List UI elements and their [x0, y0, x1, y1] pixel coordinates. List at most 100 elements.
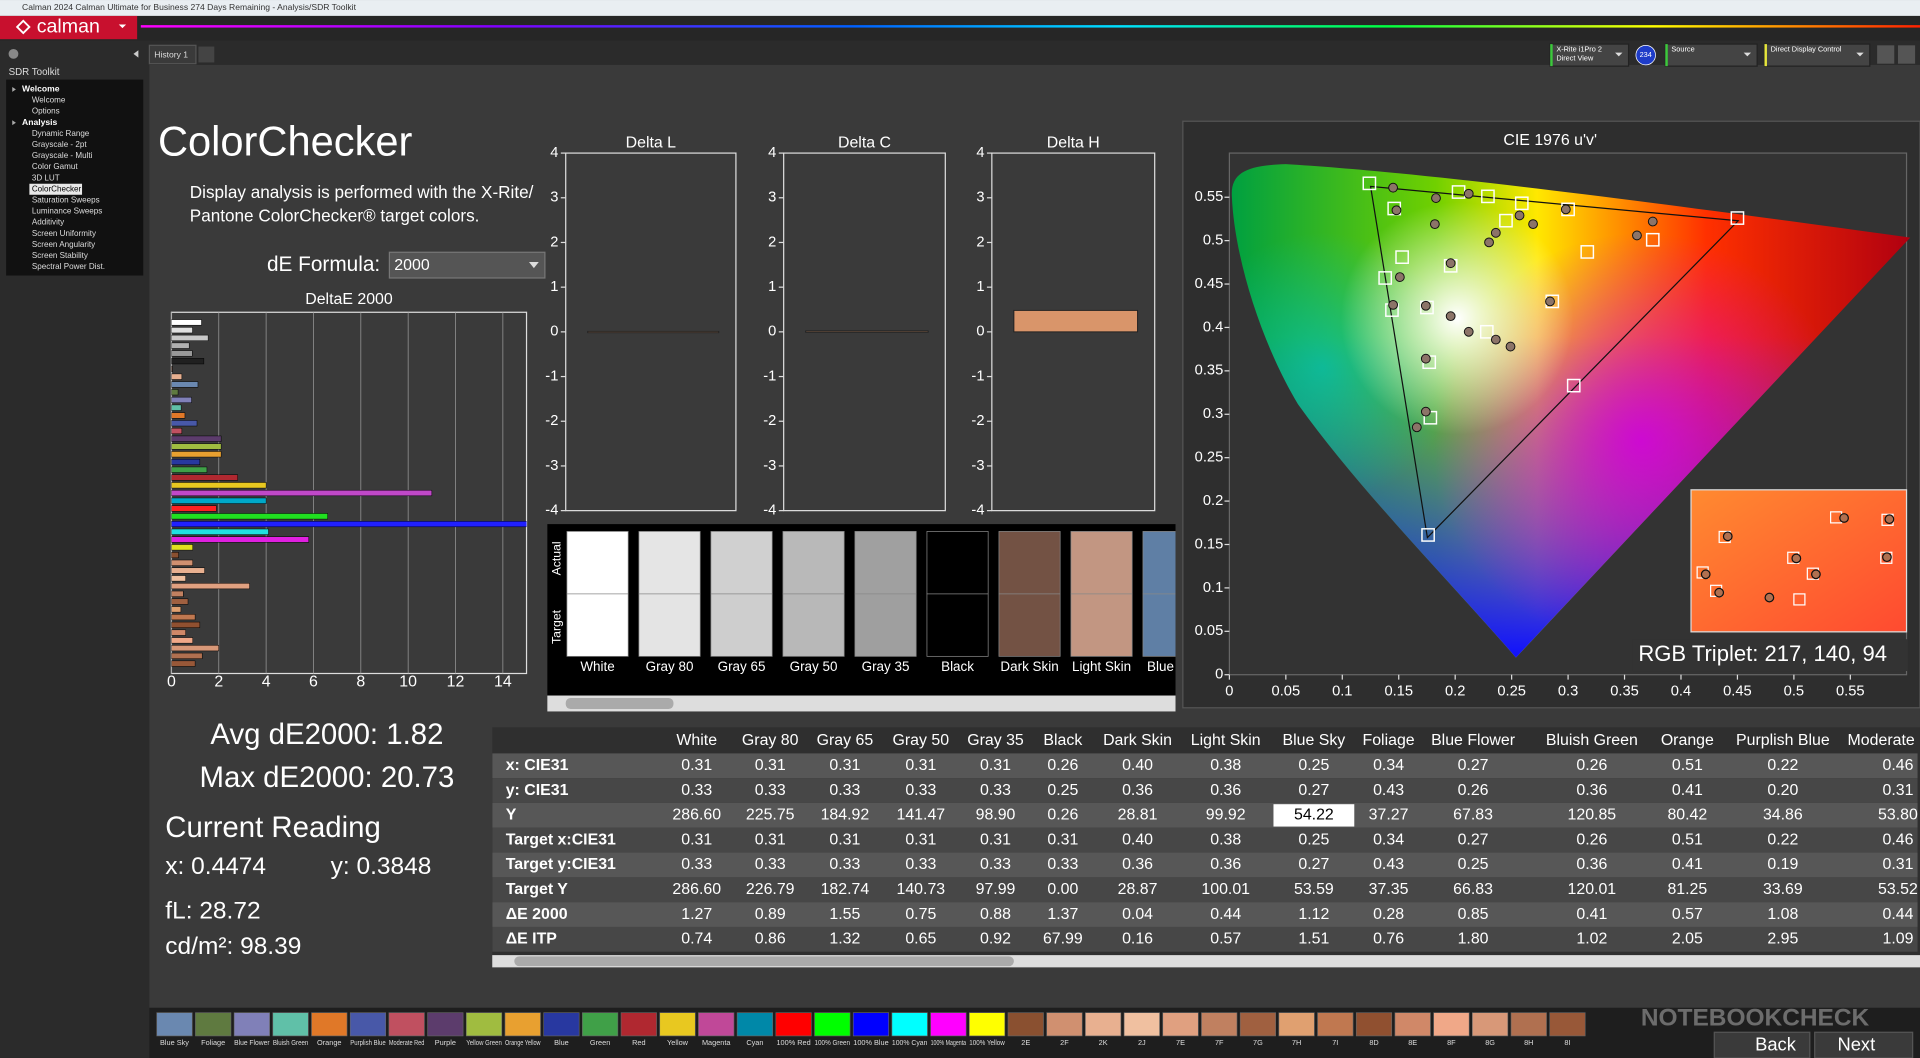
patch[interactable] — [1085, 1012, 1122, 1037]
patch[interactable] — [195, 1012, 232, 1037]
table-cell[interactable]: 0.33 — [980, 782, 1011, 799]
table-cell[interactable]: 2.95 — [1767, 931, 1798, 948]
table-cell[interactable]: 0.75 — [905, 906, 936, 923]
patch[interactable] — [272, 1012, 309, 1037]
patch[interactable] — [233, 1012, 270, 1037]
table-cell[interactable]: 1.08 — [1767, 906, 1798, 923]
sidebar-item[interactable]: Color Gamut — [32, 162, 79, 171]
table-cell[interactable]: 0.31 — [681, 831, 712, 848]
table-cell[interactable]: 37.35 — [1369, 881, 1409, 898]
table-cell[interactable]: 98.90 — [976, 807, 1016, 824]
table-cell[interactable]: 0.31 — [1882, 782, 1913, 799]
table-cell[interactable]: 0.33 — [681, 782, 712, 799]
table-cell[interactable]: 120.01 — [1568, 881, 1617, 898]
table-cell[interactable]: 1.51 — [1298, 931, 1329, 948]
settings-button[interactable] — [1877, 45, 1895, 64]
table-cell[interactable]: 81.25 — [1667, 881, 1707, 898]
table-cell[interactable]: 0.34 — [1373, 831, 1404, 848]
patch[interactable] — [1549, 1012, 1586, 1037]
table-cell[interactable]: 0.65 — [905, 931, 936, 948]
table-cell[interactable]: 0.44 — [1210, 906, 1241, 923]
table-cell[interactable]: 1.32 — [829, 931, 860, 948]
patch[interactable] — [698, 1012, 735, 1037]
tab-add[interactable] — [198, 46, 215, 63]
patch[interactable] — [388, 1012, 425, 1037]
table-cell[interactable]: 0.20 — [1767, 782, 1798, 799]
table-cell[interactable]: 28.81 — [1118, 807, 1158, 824]
patch[interactable] — [543, 1012, 580, 1037]
table-cell[interactable]: 0.22 — [1767, 757, 1798, 774]
patch[interactable] — [736, 1012, 773, 1037]
patch[interactable] — [1394, 1012, 1431, 1037]
table-cell[interactable]: 0.25 — [1047, 782, 1078, 799]
table-cell[interactable]: 0.31 — [1882, 856, 1913, 873]
patch[interactable] — [1278, 1012, 1315, 1037]
patch[interactable] — [1123, 1012, 1160, 1037]
sidebar-item[interactable]: Welcome — [32, 96, 66, 105]
table-cell[interactable]: 0.33 — [681, 856, 712, 873]
patch[interactable] — [930, 1012, 967, 1037]
patch[interactable] — [1510, 1012, 1547, 1037]
table-cell[interactable]: 225.75 — [746, 807, 795, 824]
patch[interactable] — [891, 1012, 928, 1037]
table-cell[interactable]: 0.33 — [905, 856, 936, 873]
sidebar-item[interactable]: Dynamic Range — [32, 129, 90, 138]
table-cell[interactable]: 0.51 — [1672, 831, 1703, 848]
table-cell[interactable]: 0.34 — [1373, 757, 1404, 774]
table-cell[interactable]: 53.52 — [1878, 881, 1918, 898]
sidebar-item[interactable]: Luminance Sweeps — [32, 207, 103, 216]
table-cell[interactable]: 66.83 — [1453, 881, 1493, 898]
table-cell[interactable]: 0.76 — [1373, 931, 1404, 948]
table-cell[interactable]: 0.41 — [1672, 782, 1703, 799]
table-cell[interactable]: 1.37 — [1047, 906, 1078, 923]
sidebar-item[interactable]: Screen Angularity — [32, 240, 96, 249]
table-cell[interactable]: 0.43 — [1373, 782, 1404, 799]
sidebar-item[interactable]: Screen Uniformity — [32, 229, 97, 238]
patch[interactable] — [1007, 1012, 1044, 1037]
table-cell[interactable]: 0.38 — [1210, 831, 1241, 848]
table-cell[interactable]: 0.57 — [1210, 931, 1241, 948]
sidebar-item[interactable]: Additivity — [32, 218, 65, 227]
table-cell[interactable]: 0.31 — [681, 757, 712, 774]
sidebar-group[interactable]: Welcome — [22, 84, 60, 94]
back-button[interactable] — [1713, 1031, 1811, 1058]
table-cell[interactable]: 0.31 — [905, 831, 936, 848]
table-cell[interactable]: 140.73 — [896, 881, 945, 898]
table-cell[interactable]: 0.00 — [1047, 881, 1078, 898]
table-cell[interactable]: 0.36 — [1210, 856, 1241, 873]
patch[interactable] — [1355, 1012, 1393, 1037]
table-cell[interactable]: 0.33 — [755, 856, 786, 873]
table-cell[interactable]: 0.31 — [980, 831, 1011, 848]
patch[interactable] — [1162, 1012, 1199, 1037]
scroll-thumb[interactable] — [514, 956, 1014, 967]
sidebar-item[interactable]: Saturation Sweeps — [32, 195, 100, 204]
table-cell[interactable]: 0.31 — [905, 757, 936, 774]
sidebar-collapse[interactable] — [133, 50, 139, 58]
table-cell[interactable]: 67.99 — [1043, 931, 1083, 948]
logo-box[interactable] — [0, 15, 138, 40]
table-cell[interactable]: 0.27 — [1298, 856, 1329, 873]
table-cell[interactable]: 2.05 — [1672, 931, 1703, 948]
swatch-scrollbar[interactable] — [547, 695, 1176, 712]
sidebar-icon[interactable] — [8, 49, 19, 59]
table-cell[interactable]: 0.28 — [1373, 906, 1404, 923]
patch[interactable] — [465, 1012, 503, 1037]
patch[interactable] — [775, 1012, 812, 1037]
table-cell[interactable]: 0.31 — [1047, 831, 1078, 848]
table-cell[interactable]: 1.27 — [681, 906, 712, 923]
table-cell[interactable]: 0.25 — [1458, 856, 1489, 873]
sidebar-item[interactable]: Screen Stability — [32, 251, 89, 260]
table-cell[interactable]: 0.27 — [1298, 782, 1329, 799]
table-cell[interactable]: 54.22 — [1294, 807, 1334, 824]
table-cell[interactable]: 0.27 — [1458, 831, 1489, 848]
table-cell[interactable]: 286.60 — [672, 881, 721, 898]
patch[interactable] — [1472, 1012, 1509, 1037]
patch[interactable] — [582, 1012, 619, 1037]
table-cell[interactable]: 184.92 — [821, 807, 870, 824]
table-cell[interactable]: 0.88 — [980, 906, 1011, 923]
patch[interactable] — [427, 1012, 464, 1037]
table-cell[interactable]: 33.69 — [1763, 881, 1803, 898]
scroll-thumb[interactable] — [565, 697, 674, 709]
table-cell[interactable]: 141.47 — [896, 807, 945, 824]
sidebar-item[interactable]: ColorChecker — [32, 184, 82, 193]
